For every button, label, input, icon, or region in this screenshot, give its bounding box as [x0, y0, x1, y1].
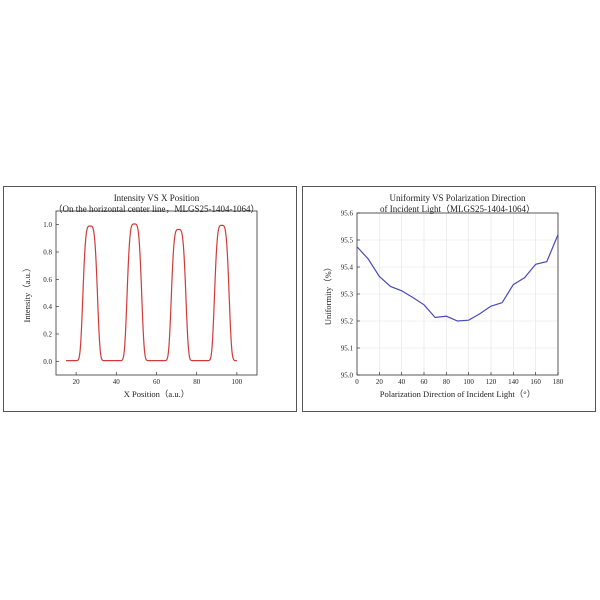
y-tick-label: 0.0: [43, 358, 52, 366]
x-axis-label: Polarization Direction of Incident Light…: [380, 389, 535, 399]
x-tick-label: 40: [113, 378, 121, 386]
x-tick-label: 140: [508, 378, 519, 386]
x-tick-label: 100: [463, 378, 474, 386]
y-tick-label: 95.0: [341, 372, 354, 380]
chart-subtitle: （On the horizontal center line，MLGS25-14…: [54, 204, 260, 214]
x-tick-label: 60: [421, 378, 429, 386]
y-tick-label: 95.2: [341, 318, 354, 326]
x-tick-label: 20: [73, 378, 81, 386]
y-tick-label: 0.2: [43, 331, 52, 339]
y-tick-label: 95.3: [341, 291, 354, 299]
x-tick-label: 100: [232, 378, 243, 386]
intensity-chart: Intensity VS X Position（On the horizonta…: [22, 193, 260, 399]
y-tick-label: 0.8: [43, 249, 52, 257]
data-line: [356, 234, 559, 322]
y-tick-label: 1.0: [43, 221, 52, 229]
y-tick-label: 0.4: [43, 303, 52, 311]
y-axis-label: Intensity（a.u.）: [22, 263, 32, 322]
y-tick-label: 95.5: [341, 237, 354, 245]
intensity-chart-panel: Intensity VS X Position （On the horizonta…: [3, 186, 297, 412]
x-tick-label: 160: [530, 378, 541, 386]
x-tick-label: 40: [398, 378, 406, 386]
chart-title: Intensity VS X Position: [114, 193, 200, 203]
x-tick-label: 0: [355, 378, 359, 386]
y-tick-label: 0.6: [43, 276, 52, 284]
uniformity-chart-panel: Uniformity VS Polarization Direction of I…: [302, 186, 596, 412]
y-tick-label: 95.4: [341, 264, 354, 272]
x-tick-label: 60: [153, 378, 161, 386]
x-tick-label: 20: [376, 378, 384, 386]
y-tick-label: 95.6: [341, 210, 354, 218]
x-tick-label: 80: [443, 378, 451, 386]
x-tick-label: 80: [193, 378, 201, 386]
chart-subtitle: of Incident Light（MLGS25-1404-1064）: [380, 204, 535, 214]
y-axis-label: Uniformity（%）: [323, 263, 333, 325]
x-axis-label: X Position（a.u.）: [124, 389, 189, 399]
chart-title: Uniformity VS Polarization Direction: [389, 193, 526, 203]
y-tick-label: 95.1: [341, 345, 354, 353]
x-tick-label: 120: [486, 378, 497, 386]
data-line: [66, 223, 237, 362]
x-tick-label: 180: [553, 378, 564, 386]
